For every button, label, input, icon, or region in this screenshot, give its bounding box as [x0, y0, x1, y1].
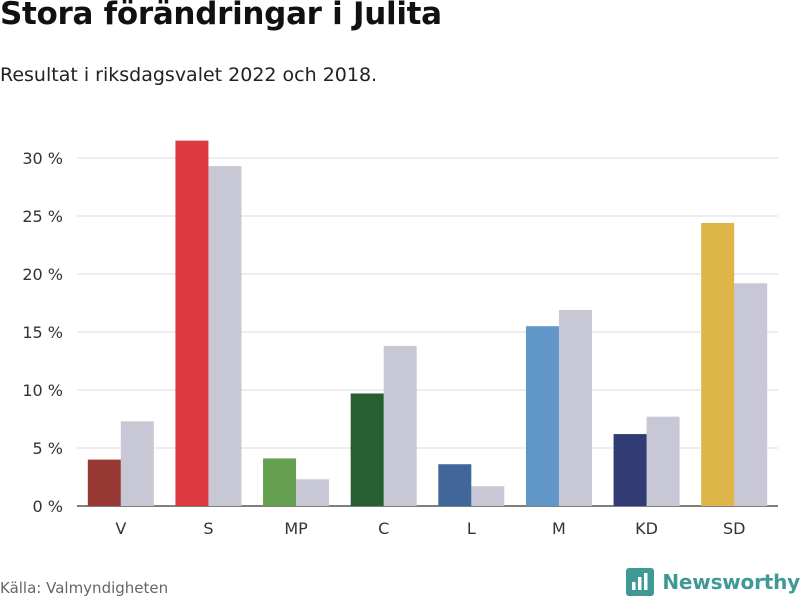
y-tick-label: 25 % [22, 207, 63, 226]
bar-2018-s [208, 166, 242, 506]
y-tick-label: 5 % [33, 439, 63, 458]
x-tick-label: L [467, 519, 476, 538]
brand-logo: Newsworthy [626, 568, 800, 596]
chart-title: Stora förändringar i Julita [0, 0, 442, 32]
bar-2022-s [175, 140, 209, 506]
y-tick-label: 10 % [22, 381, 63, 400]
source-note: Källa: Valmyndigheten [0, 579, 169, 597]
bar-2022-l [438, 464, 472, 506]
x-tick-label: V [115, 519, 126, 538]
bar-2018-v [120, 421, 154, 506]
x-tick-label: M [552, 519, 566, 538]
bar-2022-mp [263, 458, 297, 506]
bar-2018-m [558, 309, 592, 506]
x-tick-label: MP [284, 519, 308, 538]
brand-name: Newsworthy [662, 570, 800, 594]
bar-chart-logo-icon [626, 568, 655, 596]
bar-2022-c [350, 393, 384, 506]
y-tick-label: 0 % [33, 497, 63, 516]
bar-2018-kd [646, 416, 680, 506]
bar-2018-sd [734, 283, 768, 506]
x-tick-label: C [378, 519, 389, 538]
y-tick-label: 20 % [22, 265, 63, 284]
bar-2018-l [471, 486, 505, 506]
x-tick-label: KD [635, 519, 658, 538]
axis-labels: 0 % 5 % 10 % 15 % 20 % 25 % 30 % V S MP C L M KD SD [22, 149, 745, 538]
y-tick-label: 30 % [22, 149, 63, 168]
bar-2022-m [525, 326, 559, 506]
x-tick-label: SD [723, 519, 745, 538]
x-tick-label: S [203, 519, 213, 538]
bars [87, 140, 768, 506]
bar-2022-kd [613, 434, 647, 506]
bar-2022-v [87, 459, 121, 506]
bar-2022-sd [701, 222, 735, 506]
bar-2018-c [383, 345, 417, 506]
y-tick-label: 15 % [22, 323, 63, 342]
bar-2018-mp [296, 479, 330, 506]
chart-subtitle: Resultat i riksdagsvalet 2022 och 2018. [0, 64, 378, 86]
